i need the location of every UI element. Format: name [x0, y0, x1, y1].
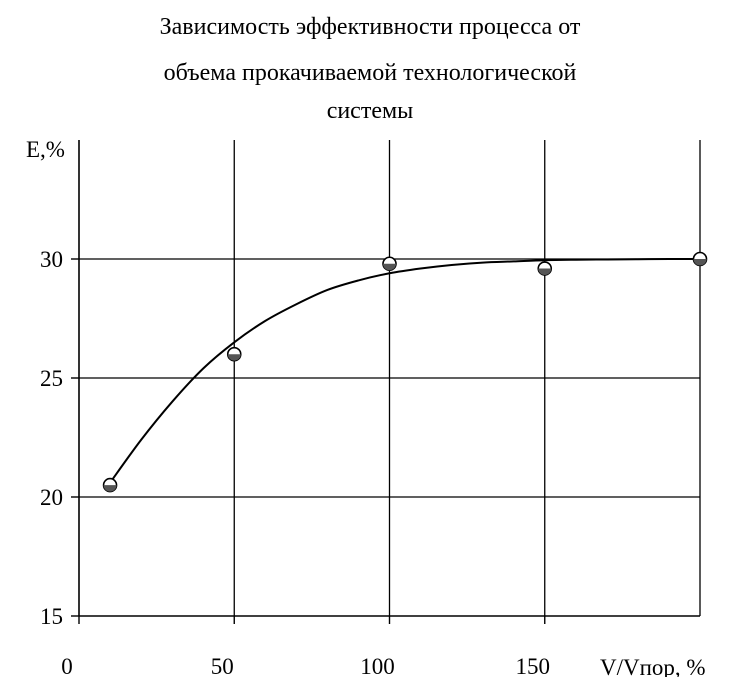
y-tick-label-30: 30	[40, 247, 63, 272]
axes	[71, 140, 700, 624]
data-point-3	[382, 256, 397, 272]
data-point-4	[537, 261, 553, 276]
x-tick-label-150: 150	[516, 654, 551, 677]
y-tick-label-20: 20	[40, 485, 63, 510]
x-tick-label-100: 100	[360, 654, 395, 677]
fit-curve-line	[109, 257, 701, 484]
data-point-shade	[383, 263, 397, 271]
y-axis-label: E,%	[26, 137, 65, 162]
data-point-shade	[103, 485, 117, 492]
chart-title-line-3: системы	[327, 98, 414, 124]
data-points	[102, 251, 708, 493]
chart-title: Зависимость эффективности процесса от об…	[160, 14, 581, 124]
y-tick-label-15: 15	[40, 604, 63, 629]
data-point-shade	[693, 259, 707, 266]
tick-labels: 15 20 25 30 0 50 100 150	[40, 247, 550, 677]
x-tick-label-0: 0	[61, 654, 73, 677]
x-tick-label-50: 50	[211, 654, 234, 677]
data-point-1	[102, 477, 118, 493]
y-tick-label-25: 25	[40, 366, 63, 391]
chart-title-line-2: объема прокачиваемой технологической	[164, 60, 577, 86]
fit-curve	[109, 257, 701, 484]
chart-title-line-1: Зависимость эффективности процесса от	[160, 14, 581, 40]
data-point-shade	[227, 354, 241, 361]
grid-lines	[79, 140, 701, 616]
data-point-2	[226, 346, 242, 362]
data-point-shade	[538, 268, 552, 276]
data-point-5	[692, 251, 708, 267]
x-axis-label: V/Vпор, %	[600, 655, 706, 677]
